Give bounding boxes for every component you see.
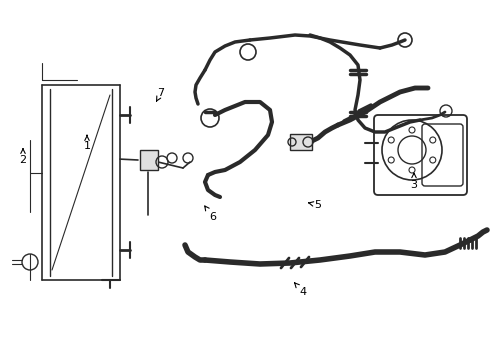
Text: 3: 3: [411, 173, 417, 190]
Text: 5: 5: [309, 200, 321, 210]
Circle shape: [430, 137, 436, 143]
Circle shape: [409, 127, 415, 133]
Text: 1: 1: [83, 135, 91, 151]
Text: 6: 6: [205, 206, 217, 222]
Bar: [290, 134, 312, 150]
Text: 2: 2: [20, 149, 26, 165]
Circle shape: [388, 157, 394, 163]
Circle shape: [409, 167, 415, 173]
Circle shape: [430, 157, 436, 163]
Text: 7: 7: [156, 88, 165, 101]
Circle shape: [388, 137, 394, 143]
Text: 4: 4: [294, 283, 307, 297]
Bar: [140, 150, 158, 170]
